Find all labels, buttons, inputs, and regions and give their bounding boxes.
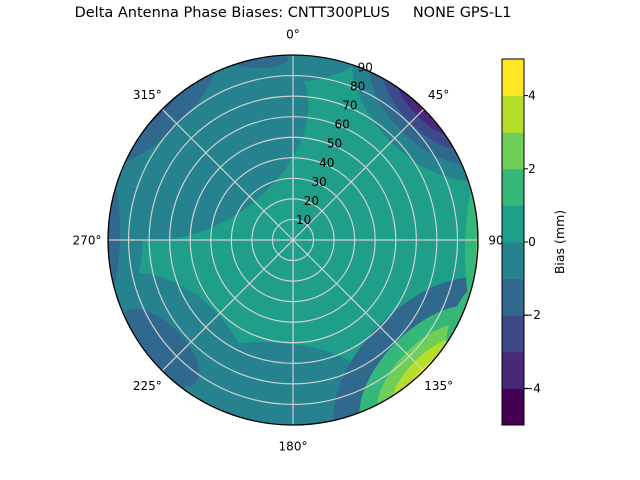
contour-region-270-rim: [108, 160, 120, 304]
colorbar-band-6: [502, 168, 524, 206]
colorbar-band-1: [502, 351, 524, 389]
angular-tick-label-180: 180°: [279, 440, 308, 454]
colorbar-band-9: [502, 59, 524, 97]
radial-tick-label-20: 20: [304, 194, 319, 208]
contour-region-90-rim-green: [465, 167, 478, 337]
colorbar-band-0: [502, 388, 524, 426]
colorbar: 4 2 0 −2 −4: [501, 58, 541, 426]
colorbar-band-3: [502, 278, 524, 316]
colorbar-axis-label: Bias (mm): [552, 210, 567, 274]
axis-labels: 0°45°90°135°180°225°270°315°102030405060…: [73, 28, 510, 454]
radial-tick-label-90: 90: [358, 60, 373, 74]
grid-spoke-225: [161, 239, 294, 372]
angular-tick-label-0: 0°: [286, 28, 300, 42]
colorbar-tick-label-4: 4: [528, 89, 536, 103]
contour-region-350-rim: [228, 55, 288, 68]
colorbar-tick-label-0: 0: [528, 235, 536, 249]
radial-tick-label-60: 60: [335, 118, 350, 132]
chart-title: Delta Antenna Phase Biases: CNTT300PLUS …: [74, 5, 512, 21]
radial-tick-label-10: 10: [296, 213, 311, 227]
polar-axis-boundary: [107, 54, 479, 426]
angular-tick-label-135: 135°: [424, 379, 453, 393]
radial-tick-label-40: 40: [319, 156, 334, 170]
contour-region-225-patch: [120, 308, 200, 388]
radial-tick-label-80: 80: [350, 80, 365, 94]
angular-tick-label-315: 315°: [133, 88, 162, 102]
radial-tick-label-30: 30: [311, 175, 326, 189]
angular-tick-label-270: 270°: [73, 234, 102, 248]
contour-region-90-rim-lightgreen: [476, 203, 478, 313]
radial-tick-label-50: 50: [327, 137, 342, 151]
polar-grid: [108, 55, 478, 425]
colorbar-band-4: [502, 242, 524, 280]
contour-region-90-rim-yellowgreen: [483, 259, 497, 311]
angular-tick-label-225: 225°: [133, 379, 162, 393]
colorbar-band-2: [502, 315, 524, 353]
colorbar-tick-label-2: 2: [528, 162, 536, 176]
grid-spoke-315: [161, 108, 294, 241]
radial-tick-label-70: 70: [342, 99, 357, 113]
colorbar-band-8: [502, 95, 524, 133]
grid-spoke-45: [292, 108, 425, 241]
colorbar-tick-label-−2: −2: [523, 308, 541, 322]
colorbar-tick-label-−4: −4: [523, 381, 541, 395]
grid-spoke-135: [292, 239, 425, 372]
angular-tick-label-45: 45°: [428, 88, 449, 102]
colorbar-band-7: [502, 132, 524, 170]
colorbar-band-5: [502, 205, 524, 243]
